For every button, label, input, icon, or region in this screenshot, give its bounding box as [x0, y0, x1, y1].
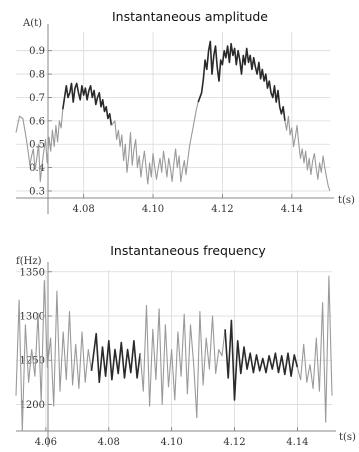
x-tick-label: 4.08	[98, 437, 120, 448]
y-tick-label: 0.5	[29, 140, 45, 151]
x-tick-label: 4.10	[161, 437, 183, 448]
y-tick-label: 0.3	[29, 186, 45, 197]
y-tick-label: 1300	[20, 312, 45, 323]
chart-title: Instantaneous amplitude	[112, 9, 268, 24]
y-tick-label: 1250	[20, 356, 45, 367]
frequency-chart: Instantaneous frequency f(Hz) t(s) 4.06 4…	[15, 243, 356, 448]
y-axis-label: A(t)	[22, 18, 42, 29]
x-axis-label: t(s)	[338, 195, 355, 206]
x-tick-label: 4.12	[223, 437, 245, 448]
signal-line-strong	[224, 319, 299, 401]
tick-labels: 4.06 4.08 4.10 4.12 4.14 1200 1250 1300 1350	[20, 267, 309, 448]
signal-line-strong	[90, 332, 141, 384]
signal-line-weak	[110, 101, 199, 185]
signal-line-strong	[197, 40, 286, 121]
x-tick-label: 4.10	[142, 204, 164, 215]
tick-labels: 4.08 4.10 4.12 4.14 0.3 0.4 0.5 0.6 0.7 0.8 0.9	[29, 46, 303, 215]
chart-title: Instantaneous frequency	[110, 243, 266, 258]
y-tick-label: 0.7	[29, 93, 45, 104]
signal-line-strong	[62, 82, 113, 126]
signal-line-weak	[139, 304, 226, 419]
signal-line-weak	[15, 280, 93, 432]
x-tick-label: 4.08	[73, 204, 95, 215]
x-axis-label: t(s)	[339, 432, 356, 443]
amplitude-chart: Instantaneous amplitude A(t) t(s) 4.08 4.…	[15, 9, 355, 215]
y-tick-label: 0.9	[29, 46, 45, 57]
y-tick-label: 0.8	[29, 70, 45, 81]
x-tick-label: 4.14	[286, 437, 308, 448]
gridlines	[16, 270, 332, 431]
y-tick-label: 0.6	[29, 116, 45, 127]
signal-line-weak	[284, 115, 331, 192]
y-tick-label: 1350	[20, 267, 45, 278]
y-tick-label: 1200	[20, 400, 45, 411]
x-tick-label: 4.12	[211, 204, 233, 215]
series	[15, 275, 333, 432]
signal-line-weak	[296, 275, 333, 423]
y-tick-label: 0.4	[29, 163, 45, 174]
axes	[16, 24, 334, 214]
series	[15, 40, 331, 192]
x-tick-label: 4.06	[35, 437, 57, 448]
signal-line-weak	[15, 109, 64, 183]
x-tick-label: 4.14	[281, 204, 303, 215]
y-axis-label: f(Hz)	[16, 256, 42, 267]
